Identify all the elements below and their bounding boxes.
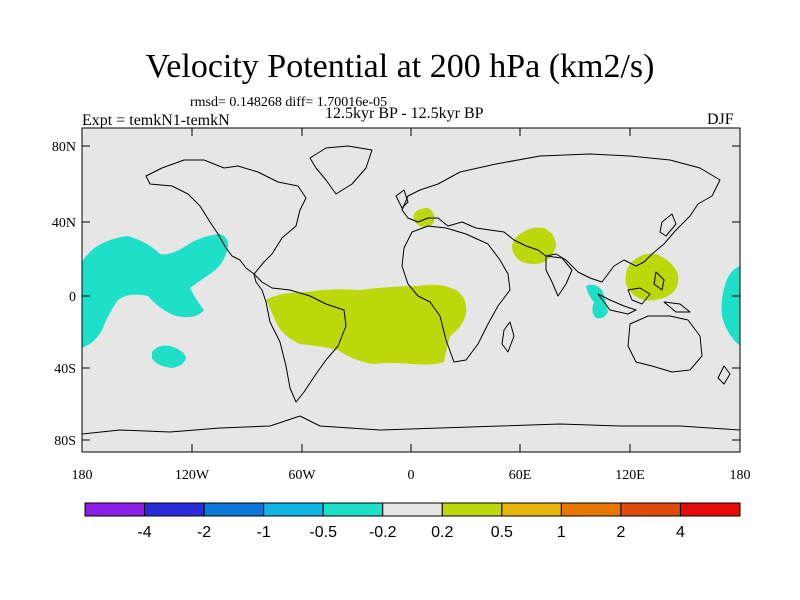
- anomaly-atlantic-positive: [266, 284, 467, 365]
- anomaly-mediterranean-positive: [413, 208, 435, 228]
- colorbar-swatch-6: [441, 502, 503, 517]
- colorbar-label-7: 1: [557, 524, 566, 541]
- stats-line: rmsd= 0.148268 diff= 1.70016e-05: [190, 95, 388, 110]
- colorbar-swatch-8: [560, 502, 622, 517]
- colorbar-swatch-2: [203, 502, 265, 517]
- colorbar-label-1: -2: [197, 524, 211, 541]
- experiment-label: Expt = temkN1-temkN: [82, 112, 230, 129]
- colorbar-label-4: -0.2: [369, 524, 397, 541]
- lon-label-120w: 120W: [175, 468, 210, 483]
- lat-axis: [82, 145, 740, 441]
- lat-label-40n: 40N: [52, 216, 76, 231]
- lon-axis: [191, 128, 631, 452]
- lon-label-180w: 180: [72, 468, 93, 483]
- coastlines: [82, 145, 740, 435]
- plot-title: Velocity Potential at 200 hPa (km2/s): [145, 48, 655, 85]
- lon-label-60e: 60E: [509, 468, 532, 483]
- anomaly-indian-ocean-negative: [586, 284, 608, 319]
- lat-label-80s: 80S: [54, 434, 76, 449]
- colorbar: -4 -2 -1 -0.5 -0.2 0.2 0.5 1 2 4: [84, 502, 741, 541]
- colorbar-label-5: 0.2: [431, 524, 453, 541]
- lat-label-80n: 80N: [52, 140, 76, 155]
- colorbar-swatch-0: [84, 502, 146, 517]
- anomaly-east-pacific-negative: [721, 266, 740, 346]
- colorbar-swatch-9: [620, 502, 681, 517]
- lon-label-0: 0: [408, 468, 415, 483]
- colorbar-swatch-3: [263, 502, 324, 517]
- colorbar-label-8: 2: [616, 524, 625, 541]
- anomaly-south-pacific-negative: [152, 345, 186, 368]
- lon-label-60w: 60W: [288, 468, 316, 483]
- lat-label-40s: 40S: [54, 362, 76, 377]
- colorbar-label-0: -4: [137, 524, 151, 541]
- season-label: DJF: [707, 111, 734, 128]
- lon-label-180e: 180: [730, 468, 751, 483]
- colorbar-label-9: 4: [676, 524, 685, 541]
- colorbar-label-2: -1: [257, 524, 271, 541]
- lat-label-0: 0: [69, 290, 76, 305]
- colorbar-swatch-4: [322, 502, 384, 517]
- colorbar-swatch-7: [501, 502, 562, 517]
- colorbar-label-3: -0.5: [309, 524, 337, 541]
- colorbar-swatch-1: [144, 502, 205, 517]
- anomaly-maritime-positive: [625, 253, 679, 301]
- colorbar-swatch-5: [382, 502, 443, 517]
- lon-label-120e: 120E: [615, 468, 645, 483]
- period-label: 12.5kyr BP - 12.5kyr BP: [325, 105, 484, 122]
- anomaly-north-pacific-negative: [82, 234, 228, 348]
- colorbar-swatch-10: [679, 502, 741, 517]
- colorbar-label-6: 0.5: [491, 524, 513, 541]
